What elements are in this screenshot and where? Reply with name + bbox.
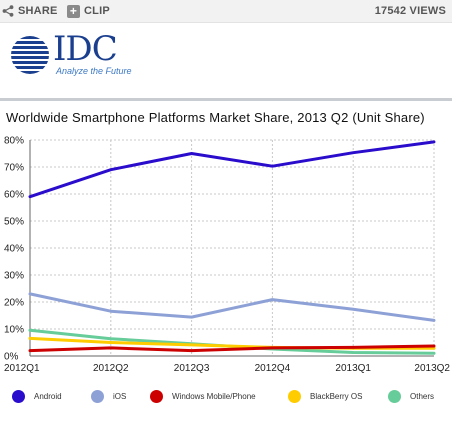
y-tick-label: 40%	[4, 244, 24, 255]
x-tick-label: 2012Q3	[174, 363, 210, 374]
legend-item-blackberry-os: BlackBerry OS	[288, 390, 362, 403]
legend-swatch	[150, 390, 163, 403]
legend-swatch	[12, 390, 25, 403]
share-button[interactable]: SHARE	[2, 4, 58, 18]
legend-item-android: Android	[12, 390, 62, 403]
plus-icon: +	[67, 4, 80, 18]
legend-label: Android	[34, 392, 62, 401]
legend-label: Windows Mobile/Phone	[172, 392, 256, 401]
legend-swatch	[288, 390, 301, 403]
chart-legend: Android iOS Windows Mobile/Phone BlackBerry…	[0, 382, 452, 412]
legend-swatch	[388, 390, 401, 403]
share-icon	[2, 5, 14, 17]
clip-label: CLIP	[84, 5, 110, 17]
y-tick-label: 10%	[4, 325, 24, 336]
idc-logo: IDC Analyze the Future	[10, 29, 150, 81]
x-tick-label: 2013Q1	[335, 363, 371, 374]
y-tick-label: 50%	[4, 217, 24, 228]
y-tick-label: 20%	[4, 298, 24, 309]
legend-label: iOS	[113, 392, 127, 401]
legend-item-windows-mobile-phone: Windows Mobile/Phone	[150, 390, 256, 403]
series-line-ios	[28, 292, 436, 322]
share-toolbar: SHARE + CLIP 17542 VIEWS	[0, 0, 452, 23]
x-tick-label: 2012Q4	[255, 363, 291, 374]
logo-tagline: Analyze the Future	[56, 66, 132, 76]
globe-icon	[11, 36, 49, 74]
chart-title: Worldwide Smartphone Platforms Market Sh…	[6, 110, 425, 125]
legend-item-ios: iOS	[91, 390, 126, 403]
legend-item-others: Others	[388, 390, 434, 403]
y-tick-label: 80%	[4, 136, 24, 147]
x-tick-label: 2013Q2	[414, 363, 450, 374]
legend-label: BlackBerry OS	[310, 392, 363, 401]
line-chart: 0% 10% 20% 30% 40% 50% 60% 70% 80% 2012Q1 2012Q2 20…	[4, 136, 450, 375]
y-tick-label: 60%	[4, 190, 24, 201]
x-tick-label: 2012Q1	[4, 363, 40, 374]
legend-swatch	[91, 390, 104, 403]
y-tick-label: 30%	[4, 271, 24, 282]
view-count: 17542 VIEWS	[374, 5, 446, 17]
share-label: SHARE	[18, 5, 58, 17]
legend-label: Others	[410, 392, 435, 401]
series-line-windows-mobile-phone	[28, 344, 436, 353]
clip-button[interactable]: + CLIP	[67, 4, 110, 18]
x-tick-label: 2012Q2	[93, 363, 129, 374]
header-divider	[0, 98, 452, 101]
y-tick-label: 70%	[4, 163, 24, 174]
series-line-android	[28, 140, 436, 199]
y-tick-label: 0%	[4, 352, 19, 363]
logo-wordmark: IDC	[53, 29, 118, 69]
